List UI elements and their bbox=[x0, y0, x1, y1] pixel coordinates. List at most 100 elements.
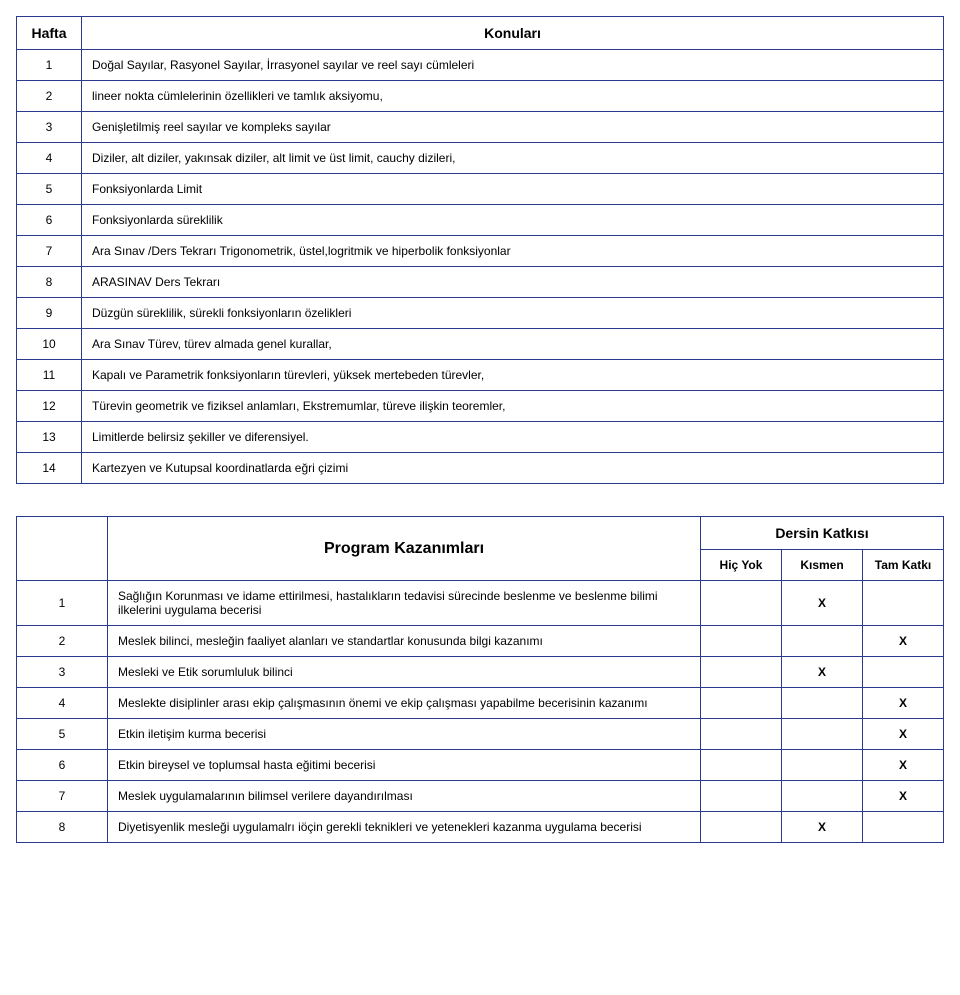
outcome-mark-none bbox=[701, 750, 782, 781]
table-row: 2lineer nokta cümlelerinin özellikleri v… bbox=[17, 81, 944, 112]
week-topic: Limitlerde belirsiz şekiller ve diferens… bbox=[82, 422, 944, 453]
week-number: 1 bbox=[17, 50, 82, 81]
weeks-header-row: Hafta Konuları bbox=[17, 17, 944, 50]
outcome-number: 6 bbox=[17, 750, 108, 781]
weeks-header-week: Hafta bbox=[17, 17, 82, 50]
outcome-mark-full bbox=[863, 657, 944, 688]
outcome-mark-none bbox=[701, 812, 782, 843]
week-topic: Kapalı ve Parametrik fonksiyonların türe… bbox=[82, 360, 944, 391]
week-number: 12 bbox=[17, 391, 82, 422]
weeks-header-topics: Konuları bbox=[82, 17, 944, 50]
table-row: 9Düzgün süreklilik, sürekli fonksiyonlar… bbox=[17, 298, 944, 329]
week-topic: Türevin geometrik ve fiziksel anlamları,… bbox=[82, 391, 944, 422]
week-number: 5 bbox=[17, 174, 82, 205]
outcome-text: Sağlığın Korunması ve idame ettirilmesi,… bbox=[108, 581, 701, 626]
outcome-number: 2 bbox=[17, 626, 108, 657]
outcomes-header-row-1: Program Kazanımları Dersin Katkısı bbox=[17, 517, 944, 550]
outcome-text: Meslek bilinci, mesleğin faaliyet alanla… bbox=[108, 626, 701, 657]
outcome-text: Diyetisyenlik mesleği uygulamalrı iöçin … bbox=[108, 812, 701, 843]
table-row: 4Diziler, alt diziler, yakınsak diziler,… bbox=[17, 143, 944, 174]
table-row: 1Sağlığın Korunması ve idame ettirilmesi… bbox=[17, 581, 944, 626]
table-row: 14Kartezyen ve Kutupsal koordinatlarda e… bbox=[17, 453, 944, 484]
table-row: 11Kapalı ve Parametrik fonksiyonların tü… bbox=[17, 360, 944, 391]
outcome-mark-partial: X bbox=[782, 657, 863, 688]
week-topic: Ara Sınav /Ders Tekrarı Trigonometrik, ü… bbox=[82, 236, 944, 267]
week-number: 8 bbox=[17, 267, 82, 298]
week-topic: Diziler, alt diziler, yakınsak diziler, … bbox=[82, 143, 944, 174]
outcome-mark-partial bbox=[782, 750, 863, 781]
week-topic: ARASINAV Ders Tekrarı bbox=[82, 267, 944, 298]
table-row: 5Etkin iletişim kurma becerisi X bbox=[17, 719, 944, 750]
outcome-number: 5 bbox=[17, 719, 108, 750]
outcome-text: Mesleki ve Etik sorumluluk bilinci bbox=[108, 657, 701, 688]
outcome-mark-partial bbox=[782, 719, 863, 750]
outcome-mark-full: X bbox=[863, 626, 944, 657]
table-row: 3Mesleki ve Etik sorumluluk bilinciX bbox=[17, 657, 944, 688]
table-row: 1Doğal Sayılar, Rasyonel Sayılar, İrrasy… bbox=[17, 50, 944, 81]
outcome-mark-none bbox=[701, 657, 782, 688]
week-topic: Genişletilmiş reel sayılar ve kompleks s… bbox=[82, 112, 944, 143]
outcome-mark-partial bbox=[782, 626, 863, 657]
outcomes-header-contribution: Dersin Katkısı bbox=[701, 517, 944, 550]
outcome-number: 7 bbox=[17, 781, 108, 812]
week-topic: Ara Sınav Türev, türev almada genel kura… bbox=[82, 329, 944, 360]
outcome-mark-none bbox=[701, 719, 782, 750]
week-topic: Fonksiyonlarda süreklilik bbox=[82, 205, 944, 236]
week-number: 11 bbox=[17, 360, 82, 391]
outcome-mark-none bbox=[701, 581, 782, 626]
table-row: 13Limitlerde belirsiz şekiller ve difere… bbox=[17, 422, 944, 453]
outcome-mark-partial bbox=[782, 688, 863, 719]
table-row: 6Fonksiyonlarda süreklilik bbox=[17, 205, 944, 236]
table-row: 10Ara Sınav Türev, türev almada genel ku… bbox=[17, 329, 944, 360]
outcome-text: Etkin iletişim kurma becerisi bbox=[108, 719, 701, 750]
outcomes-header-none: Hiç Yok bbox=[701, 550, 782, 581]
outcome-mark-none bbox=[701, 626, 782, 657]
week-number: 9 bbox=[17, 298, 82, 329]
table-row: 3Genişletilmiş reel sayılar ve kompleks … bbox=[17, 112, 944, 143]
outcomes-header-partial: Kısmen bbox=[782, 550, 863, 581]
table-row: 4Meslekte disiplinler arası ekip çalışma… bbox=[17, 688, 944, 719]
outcome-mark-full: X bbox=[863, 688, 944, 719]
week-number: 10 bbox=[17, 329, 82, 360]
outcome-number: 8 bbox=[17, 812, 108, 843]
outcome-number: 4 bbox=[17, 688, 108, 719]
week-number: 13 bbox=[17, 422, 82, 453]
outcome-mark-full bbox=[863, 581, 944, 626]
week-number: 4 bbox=[17, 143, 82, 174]
outcome-mark-full: X bbox=[863, 781, 944, 812]
weeks-table: Hafta Konuları 1Doğal Sayılar, Rasyonel … bbox=[16, 16, 944, 484]
week-topic: Kartezyen ve Kutupsal koordinatlarda eğr… bbox=[82, 453, 944, 484]
week-topic: Düzgün süreklilik, sürekli fonksiyonları… bbox=[82, 298, 944, 329]
week-topic: lineer nokta cümlelerinin özellikleri ve… bbox=[82, 81, 944, 112]
outcome-text: Etkin bireysel ve toplumsal hasta eğitim… bbox=[108, 750, 701, 781]
table-row: 8Diyetisyenlik mesleği uygulamalrı iöçin… bbox=[17, 812, 944, 843]
outcomes-table: Program Kazanımları Dersin Katkısı Hiç Y… bbox=[16, 516, 944, 843]
week-number: 2 bbox=[17, 81, 82, 112]
table-row: 7Ara Sınav /Ders Tekrarı Trigonometrik, … bbox=[17, 236, 944, 267]
outcome-text: Meslekte disiplinler arası ekip çalışmas… bbox=[108, 688, 701, 719]
outcomes-header-blank bbox=[17, 517, 108, 581]
week-number: 7 bbox=[17, 236, 82, 267]
week-topic: Fonksiyonlarda Limit bbox=[82, 174, 944, 205]
table-row: 8ARASINAV Ders Tekrarı bbox=[17, 267, 944, 298]
outcome-mark-none bbox=[701, 688, 782, 719]
outcomes-header-full: Tam Katkı bbox=[863, 550, 944, 581]
outcome-text: Meslek uygulamalarının bilimsel verilere… bbox=[108, 781, 701, 812]
outcomes-header-program: Program Kazanımları bbox=[108, 517, 701, 581]
week-number: 3 bbox=[17, 112, 82, 143]
outcome-mark-full bbox=[863, 812, 944, 843]
outcome-number: 1 bbox=[17, 581, 108, 626]
week-number: 14 bbox=[17, 453, 82, 484]
week-number: 6 bbox=[17, 205, 82, 236]
table-row: 6Etkin bireysel ve toplumsal hasta eğiti… bbox=[17, 750, 944, 781]
table-row: 2Meslek bilinci, mesleğin faaliyet alanl… bbox=[17, 626, 944, 657]
outcome-mark-full: X bbox=[863, 750, 944, 781]
table-row: 7Meslek uygulamalarının bilimsel veriler… bbox=[17, 781, 944, 812]
outcome-mark-none bbox=[701, 781, 782, 812]
table-row: 12Türevin geometrik ve fiziksel anlamlar… bbox=[17, 391, 944, 422]
week-topic: Doğal Sayılar, Rasyonel Sayılar, İrrasyo… bbox=[82, 50, 944, 81]
outcome-mark-partial bbox=[782, 781, 863, 812]
outcome-mark-partial: X bbox=[782, 812, 863, 843]
outcome-mark-full: X bbox=[863, 719, 944, 750]
table-row: 5Fonksiyonlarda Limit bbox=[17, 174, 944, 205]
